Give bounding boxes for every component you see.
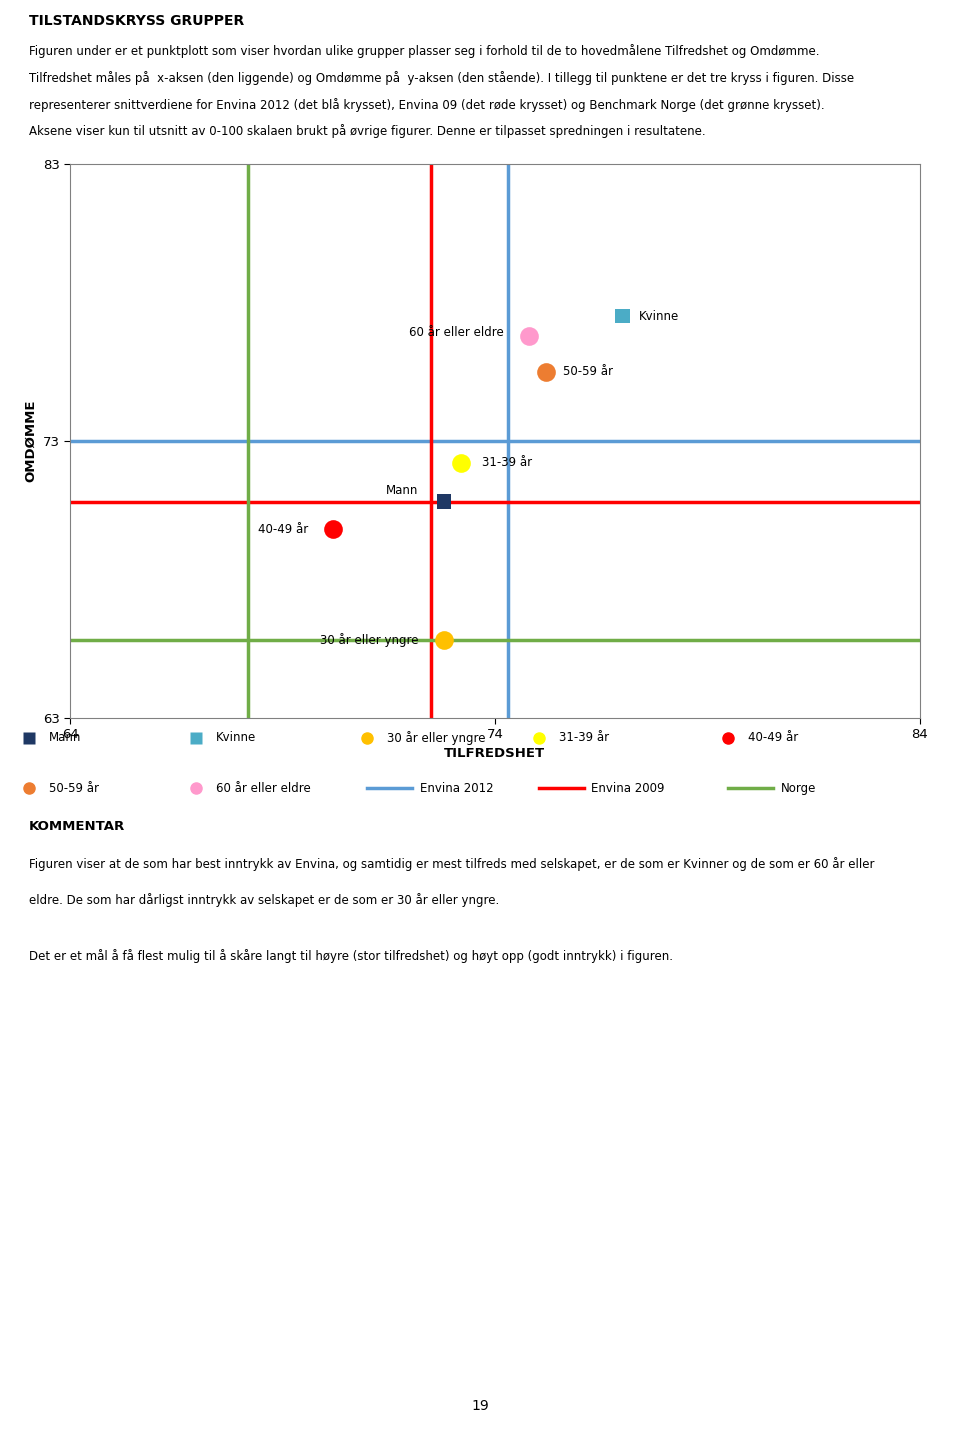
Text: representerer snittverdiene for Envina 2012 (det blå krysset), Envina 09 (det rø: representerer snittverdiene for Envina 2… [29, 98, 825, 112]
Text: 40-49 år: 40-49 år [257, 523, 308, 536]
Text: Figuren viser at de som har best inntrykk av Envina, og samtidig er mest tilfred: Figuren viser at de som har best inntryk… [29, 857, 875, 871]
Point [325, 518, 341, 541]
Text: TILSTANDSKRYSS GRUPPER: TILSTANDSKRYSS GRUPPER [29, 14, 244, 29]
Text: 19: 19 [471, 1399, 489, 1412]
Point [436, 490, 451, 513]
Text: Tilfredshet måles på  x-aksen (den liggende) og Omdømme på  y-aksen (den stående: Tilfredshet måles på x-aksen (den liggen… [29, 70, 854, 85]
Text: 50-59 år: 50-59 år [563, 365, 612, 378]
Text: KOMMENTAR: KOMMENTAR [29, 820, 125, 833]
Text: Envina 2009: Envina 2009 [591, 781, 664, 795]
Text: Norge: Norge [780, 781, 816, 795]
Text: 30 år eller yngre: 30 år eller yngre [320, 633, 419, 647]
Text: Det er et mål å få flest mulig til å skåre langt til høyre (stor tilfredshet) og: Det er et mål å få flest mulig til å skå… [29, 949, 673, 963]
Text: 30 år eller yngre: 30 år eller yngre [387, 731, 486, 745]
Text: Figuren under er et punktplott som viser hvordan ulike grupper plasser seg i for: Figuren under er et punktplott som viser… [29, 45, 819, 59]
Text: Kvinne: Kvinne [639, 309, 680, 322]
Text: Mann: Mann [386, 485, 419, 498]
Point [539, 360, 554, 383]
Y-axis label: OMDØMME: OMDØMME [24, 400, 37, 482]
Point [521, 324, 537, 347]
Text: Mann: Mann [49, 732, 81, 745]
Point [436, 628, 451, 651]
Text: Aksene viser kun til utsnitt av 0-100 skalaen brukt på øvrige figurer. Denne er : Aksene viser kun til utsnitt av 0-100 sk… [29, 124, 706, 138]
Point [453, 452, 468, 475]
Text: 60 år eller eldre: 60 år eller eldre [409, 326, 503, 339]
Text: 31-39 år: 31-39 år [559, 732, 609, 745]
Point [614, 305, 630, 328]
Text: 50-59 år: 50-59 år [49, 781, 99, 795]
Text: Kvinne: Kvinne [216, 732, 256, 745]
Text: Envina 2012: Envina 2012 [420, 781, 493, 795]
X-axis label: TILFREDSHET: TILFREDSHET [444, 746, 545, 759]
Text: 40-49 år: 40-49 år [748, 732, 799, 745]
Text: eldre. De som har dårligst inntrykk av selskapet er de som er 30 år eller yngre.: eldre. De som har dårligst inntrykk av s… [29, 893, 499, 906]
Text: 31-39 år: 31-39 år [482, 456, 532, 469]
Text: 60 år eller eldre: 60 år eller eldre [216, 781, 310, 795]
